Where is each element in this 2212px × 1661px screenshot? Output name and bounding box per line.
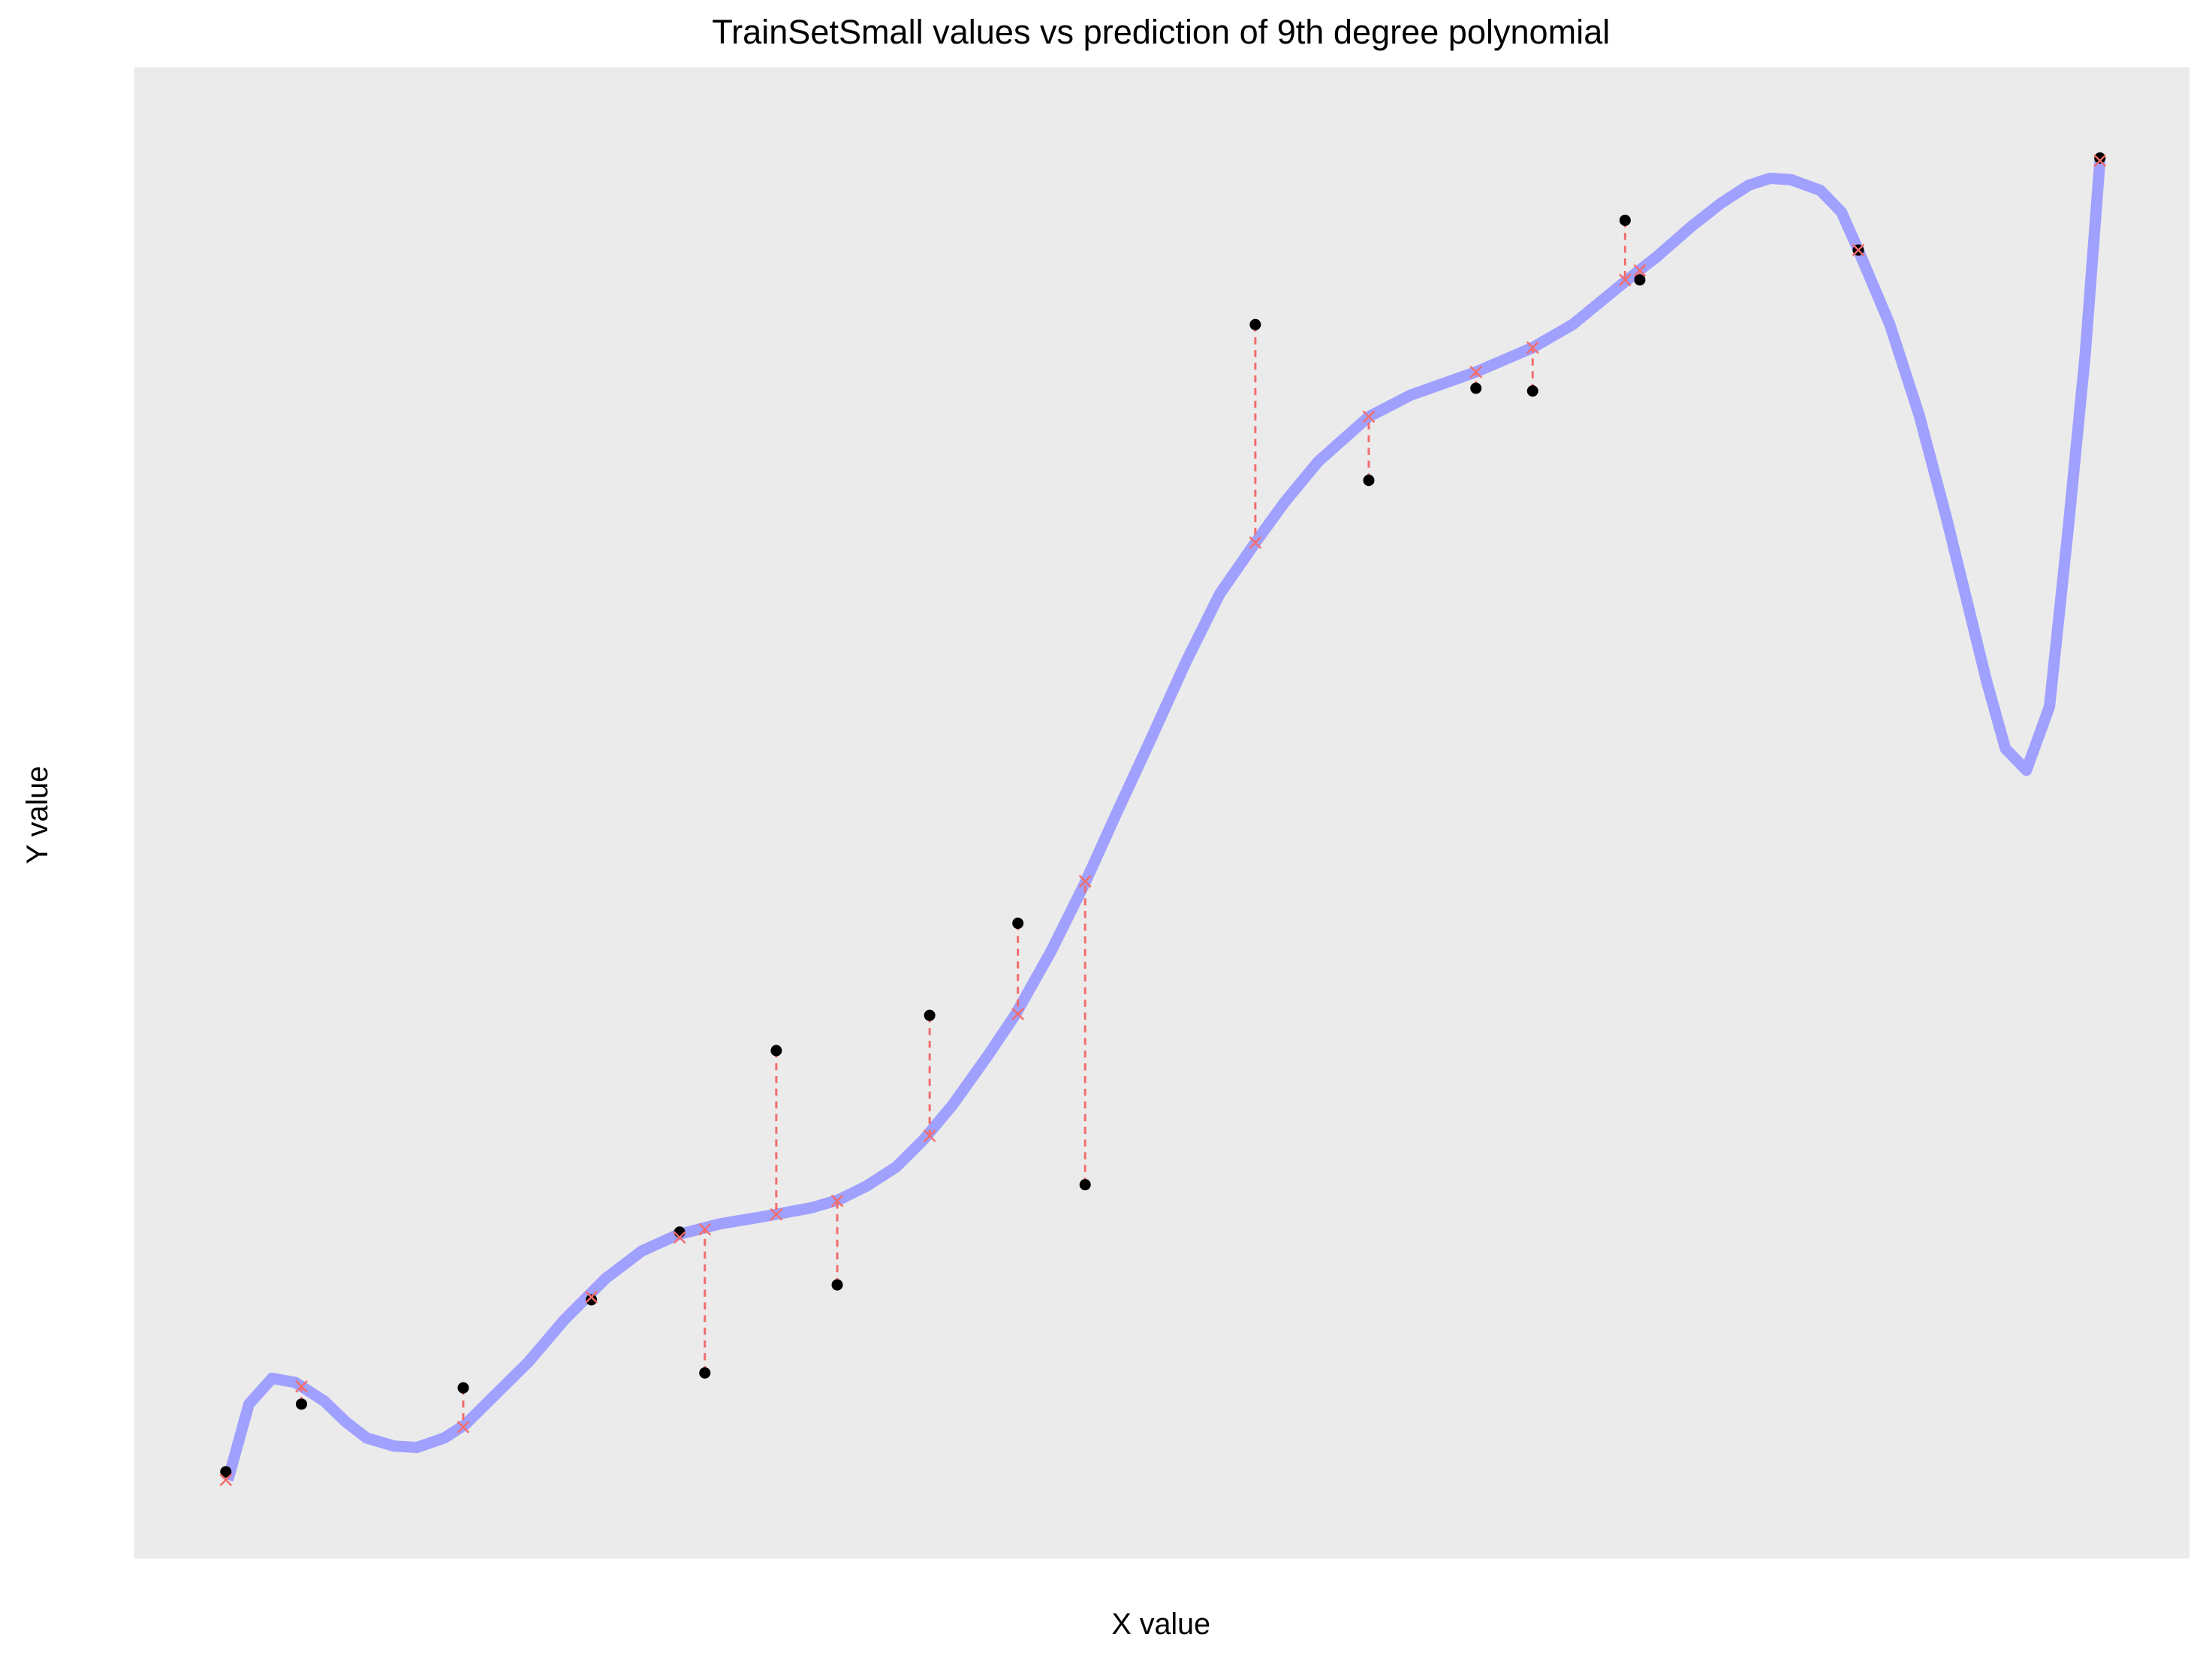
predicted-point [1249, 536, 1262, 550]
observed-point [831, 1279, 843, 1291]
observed-point [1249, 318, 1261, 330]
observed-point [1619, 214, 1631, 226]
predicted-point [923, 1129, 936, 1143]
predicted-point [1078, 875, 1092, 888]
observed-point [674, 1226, 686, 1238]
chart-title: TrainSetSmall values vs prediction of 9t… [712, 13, 1610, 51]
observed-point [924, 1009, 936, 1021]
predicted-point [2093, 154, 2107, 167]
predicted-point [1852, 243, 1865, 257]
predicted-point [1011, 1007, 1025, 1020]
predicted-point [1362, 410, 1376, 424]
predicted-point [1469, 366, 1483, 378]
observed-point [1363, 475, 1375, 487]
predicted-point [1526, 341, 1539, 354]
observed-point [295, 1398, 308, 1410]
observed-point [699, 1367, 711, 1379]
predicted-point [295, 1380, 308, 1393]
predicted-point [830, 1194, 844, 1207]
observed-point [457, 1382, 469, 1394]
predicted-point [770, 1207, 783, 1221]
observed-point [1079, 1179, 1091, 1191]
observed-point [220, 1466, 232, 1478]
predicted-point [219, 1473, 233, 1487]
predicted-point [698, 1222, 712, 1236]
fit-line [222, 160, 2106, 1482]
observed-point [770, 1045, 782, 1057]
panel [134, 67, 2189, 1559]
predicted-point [673, 1231, 686, 1244]
observed-point [1634, 274, 1646, 286]
y-axis-label: Y value [21, 766, 54, 864]
predicted-point [457, 1421, 470, 1433]
predicted-point [1618, 273, 1632, 287]
observed-point [2094, 152, 2106, 164]
x-axis-label: X value [1112, 1608, 1211, 1641]
observed-point [586, 1294, 598, 1306]
observed-point [1012, 918, 1024, 930]
predicted-point [585, 1290, 598, 1304]
marks [219, 152, 2107, 1487]
observed-point [1470, 382, 1482, 394]
observed-point [1526, 385, 1538, 397]
predicted-point [1633, 264, 1647, 277]
